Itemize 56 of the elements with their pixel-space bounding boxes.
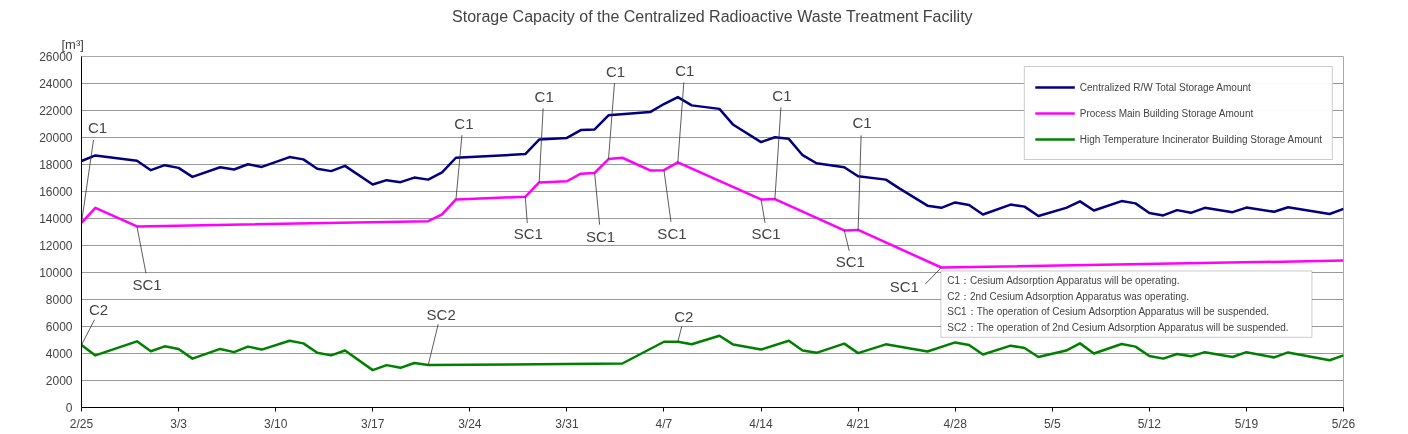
y-tick-label: 16000	[39, 185, 73, 199]
annotation: SC2	[426, 305, 456, 323]
chart-title: Storage Capacity of the Centralized Radioactive Waste Treatment Facility	[452, 7, 973, 25]
annotation: SC1	[751, 224, 781, 242]
y-tick-label: 24000	[39, 77, 73, 91]
y-tick-label: 10000	[39, 266, 73, 280]
legend-label: Process Main Building Storage Amount	[1079, 106, 1254, 121]
annotation: C2	[88, 301, 109, 319]
x-tick-label: 3/31	[555, 416, 579, 431]
y-tick-label: 20000	[39, 131, 73, 145]
y-tick-label: 4000	[45, 347, 73, 361]
annotation: SC2：The operation of 2nd Cesium Adsorption Apparatus will be suspended.	[947, 321, 1289, 333]
y-tick-label: 26000	[39, 50, 73, 64]
annotation: C1	[454, 114, 474, 132]
annotation: C2：2nd Cesium Adsorption Apparatus was operating.	[947, 290, 1190, 302]
x-tick-label: 5/12	[1137, 416, 1162, 431]
x-tick-label: 4/28	[943, 416, 968, 431]
y-tick-label: 22000	[39, 104, 73, 118]
y-tick-label: 0	[65, 401, 73, 415]
annotation: SC1：The operation of Cesium Adsorption Apparatus will be suspended.	[947, 306, 1270, 318]
y-tick-label: 12000	[39, 239, 73, 253]
annotation: C1	[852, 114, 872, 132]
annotation: C1	[534, 87, 554, 105]
x-tick-label: 5/19	[1234, 416, 1259, 431]
x-tick-label: 4/14	[749, 416, 774, 431]
annotation: C2	[674, 308, 694, 326]
x-tick-label: 3/3	[170, 416, 188, 431]
x-tick-label: 4/21	[846, 416, 871, 431]
legend-label: High Temperature Incinerator Building Storage Amount	[1079, 132, 1322, 147]
annotation: SC1	[513, 225, 543, 243]
annotation: C1	[772, 86, 792, 104]
annotation: C1：Cesium Adsorption Apparatus will be operating.	[947, 275, 1180, 287]
x-tick-label: 3/24	[458, 416, 482, 431]
legend-label: Centralized R/W Total Storage Amount	[1079, 80, 1251, 95]
annotation: SC1	[132, 275, 162, 293]
annotation: SC1	[657, 224, 687, 242]
annotation: C1	[675, 61, 695, 79]
annotation: C1	[87, 119, 108, 137]
x-tick-label: 4/7	[655, 416, 673, 431]
x-tick-label: 5/26	[1331, 416, 1356, 431]
x-tick-label: 3/10	[263, 416, 288, 431]
y-axis-title: [m³]	[61, 36, 84, 52]
annotation: SC1	[889, 278, 919, 296]
line-series	[81, 156, 1344, 269]
x-tick-label: 3/17	[361, 416, 385, 431]
line-series	[81, 334, 1344, 372]
y-tick-label: 14000	[39, 212, 73, 226]
y-tick-label: 18000	[39, 158, 73, 172]
annotation: SC1	[835, 252, 865, 270]
y-tick-label: 8000	[45, 293, 73, 307]
x-tick-label: 5/5	[1043, 416, 1061, 431]
annotation: SC1	[586, 227, 616, 245]
annotation: C1	[605, 62, 626, 80]
y-tick-label: 6000	[45, 320, 73, 334]
x-tick-label: 2/25	[69, 416, 94, 431]
y-tick-label: 2000	[45, 374, 73, 388]
